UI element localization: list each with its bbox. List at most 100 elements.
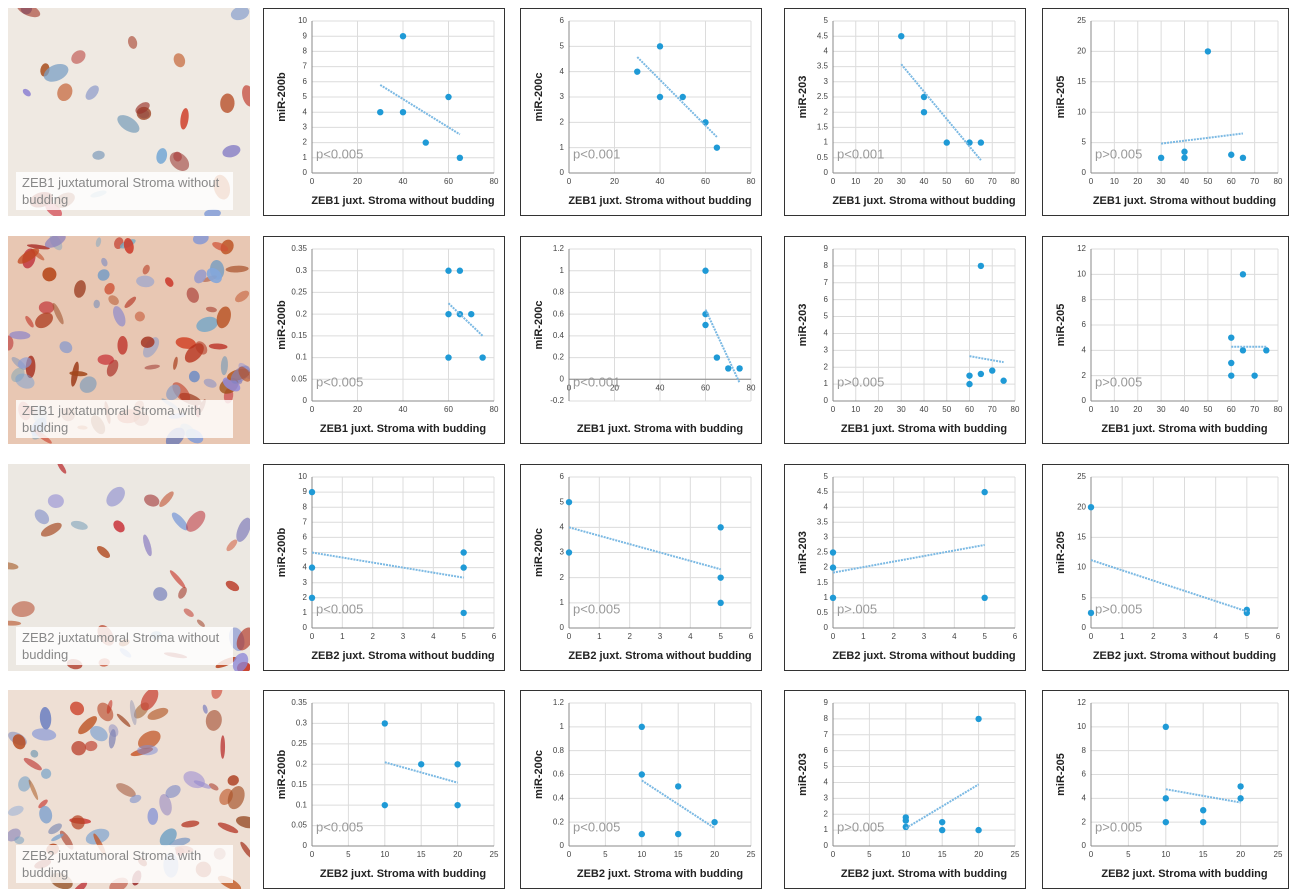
y-tick-label: 0: [303, 396, 308, 405]
nucleus: [69, 371, 88, 377]
nucleus: [217, 822, 239, 834]
x-tick-label: 0: [310, 405, 315, 414]
x-axis-label: ZEB1 juxt. Stroma with budding: [577, 423, 743, 435]
nucleus: [159, 491, 174, 508]
y-tick-label: 6: [560, 472, 565, 481]
nucleus: [72, 881, 88, 889]
nucleus: [175, 337, 196, 349]
x-tick-label: 60: [701, 383, 710, 392]
x-tick-label: 20: [1236, 850, 1245, 859]
nucleus: [74, 280, 86, 298]
y-tick-label: 2: [824, 809, 829, 818]
x-tick-label: 70: [1250, 405, 1259, 414]
y-tick-label: 0: [303, 623, 308, 632]
nucleus: [28, 779, 39, 800]
nucleus: [173, 53, 186, 68]
y-tick-label: 9: [824, 244, 829, 253]
y-tick-label: 0.2: [296, 759, 308, 768]
nucleus: [225, 265, 249, 273]
x-tick-label: 0: [310, 632, 315, 641]
nucleus: [222, 377, 241, 392]
y-tick-label: 0: [1082, 396, 1087, 405]
nucleus: [47, 494, 64, 509]
nucleus: [96, 545, 111, 558]
nucleus: [226, 539, 238, 552]
y-tick-label: 0.6: [553, 309, 565, 318]
x-tick-label: 40: [399, 405, 408, 414]
nucleus: [205, 306, 217, 313]
x-tick-label: 40: [1180, 405, 1189, 414]
nucleus: [165, 277, 174, 287]
nucleus: [220, 735, 226, 759]
y-axis-label: miR-205: [1055, 531, 1067, 574]
annotation: p<0.001: [573, 374, 620, 389]
x-axis-label: ZEB2 juxt. Stroma without budding: [832, 650, 1015, 662]
y-tick-label: 3: [560, 548, 565, 557]
data-point: [460, 609, 467, 617]
y-tick-label: 0.35: [291, 244, 307, 253]
y-axis-label: miR-200b: [276, 72, 288, 122]
chart-panel: 0 5 10 15 20 25 0 1 2 3 4 5 6 p>0.005 ZEB2 juxt. Strom…: [1042, 464, 1289, 671]
y-tick-label: 10: [298, 472, 307, 481]
data-point: [713, 144, 721, 151]
y-tick-label: 10: [1077, 107, 1086, 116]
annotation: p<0.005: [316, 601, 363, 616]
x-axis-label: ZEB1 juxt. Stroma without budding: [568, 195, 751, 207]
x-tick-label: 5: [1245, 632, 1250, 641]
nucleus: [169, 152, 190, 171]
y-tick-label: 5: [560, 41, 565, 50]
y-tick-label: 6: [824, 295, 829, 304]
y-tick-label: 25: [1077, 16, 1086, 25]
y-tick-label: 0.2: [553, 353, 565, 362]
x-tick-label: 6: [1276, 632, 1281, 641]
nucleus: [25, 315, 34, 328]
x-tick-label: 6: [1013, 632, 1018, 641]
x-tick-label: 30: [897, 405, 906, 414]
y-tick-label: 2: [824, 563, 829, 572]
data-point: [1162, 818, 1169, 826]
nucleus: [95, 237, 102, 247]
nucleus: [84, 740, 98, 752]
x-tick-label: 60: [701, 177, 710, 186]
y-axis-label: miR-200c: [533, 73, 545, 122]
nucleus: [123, 238, 134, 254]
data-point: [1239, 154, 1247, 161]
nucleus: [124, 296, 137, 309]
y-tick-label: 3: [824, 77, 829, 86]
nucleus: [220, 93, 235, 113]
x-tick-label: 25: [1011, 850, 1020, 859]
x-tick-label: 4: [1213, 632, 1218, 641]
y-tick-label: 0.2: [296, 309, 308, 318]
data-point: [1200, 807, 1207, 814]
nucleus: [92, 150, 105, 160]
data-point: [829, 594, 837, 601]
x-tick-label: 30: [897, 177, 906, 186]
data-point: [1237, 783, 1244, 790]
y-tick-label: 6: [824, 746, 829, 755]
nucleus: [236, 816, 250, 829]
y-tick-label: 2: [560, 573, 565, 582]
x-tick-label: 25: [490, 850, 499, 859]
y-tick-label: 0: [560, 623, 565, 632]
nucleus: [203, 378, 217, 388]
x-tick-label: 15: [938, 850, 947, 859]
nucleus: [169, 570, 186, 589]
data-point: [1228, 359, 1235, 367]
chart-panel: 0 2 4 6 8 10 12 0 10 20 30 40 50 60 70 80 p>0.005 ZEB1 ju…: [1042, 236, 1289, 444]
nucleus: [206, 267, 222, 284]
annotation: p>0.005: [1095, 146, 1142, 161]
x-tick-label: 60: [444, 177, 453, 186]
x-tick-label: 0: [831, 850, 836, 859]
data-point: [1087, 609, 1095, 617]
nucleus: [183, 608, 194, 617]
nucleus: [8, 335, 14, 351]
y-axis-label: miR-205: [1055, 753, 1067, 796]
x-tick-label: 2: [627, 632, 632, 641]
y-tick-label: 5: [1082, 593, 1087, 602]
trendline: [1165, 788, 1241, 804]
y-tick-label: 4: [824, 47, 829, 56]
chart-panel: 0 1 2 3 4 5 6 7 8 9 10 0 1 2 3 4 5 6 p<0.005 ZEB2 juxt. Str…: [263, 464, 505, 671]
y-tick-label: 1: [560, 722, 565, 731]
x-tick-label: 0: [567, 632, 572, 641]
nucleus: [23, 757, 42, 771]
